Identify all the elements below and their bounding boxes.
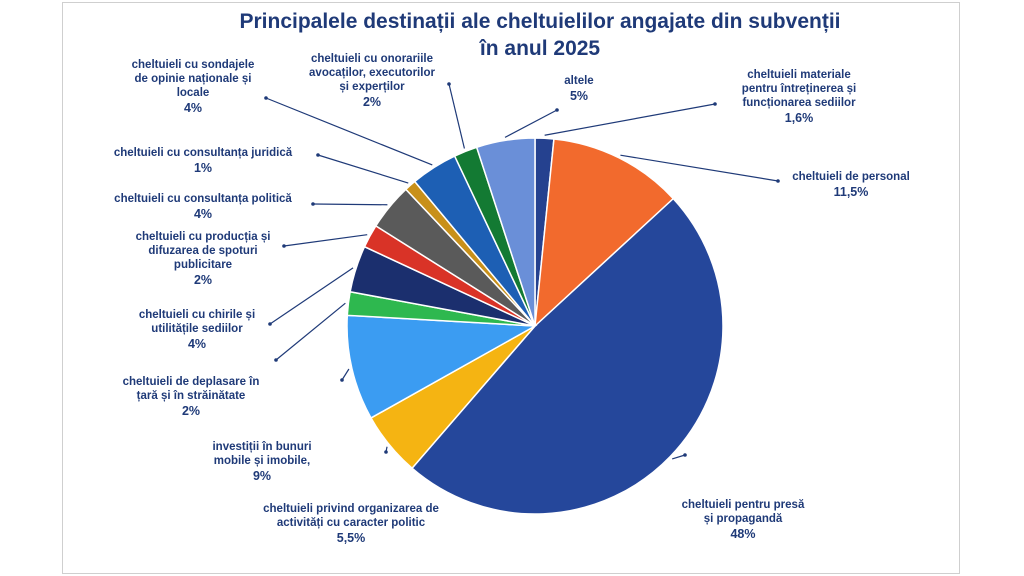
leader-dot <box>264 96 268 100</box>
leader-dot <box>555 108 559 112</box>
slice-label-value: 48% <box>730 527 755 541</box>
leader-dot <box>447 82 451 86</box>
leader-line <box>504 109 558 138</box>
slice-label-name: cheltuieli pentru presă <box>682 499 805 511</box>
pie-slice <box>534 138 675 328</box>
pie-slice <box>410 197 724 515</box>
chart-title-line-1: Principalele destinații ale cheltuielilo… <box>239 10 841 33</box>
leader-dot <box>282 244 286 248</box>
slice-label-name: cheltuieli cu chirile și <box>139 309 255 321</box>
leader-dot <box>340 378 344 382</box>
slice-label-name: avocaților, executorilor <box>309 67 435 79</box>
slice-label-value: 1% <box>194 161 212 175</box>
leader-dot <box>274 358 278 362</box>
leader-line <box>544 103 716 136</box>
slice-label: cheltuieli de deplasare în țară și în str… <box>123 376 260 418</box>
slice-labels: cheltuieli materiale pentru întreținerea … <box>114 53 910 545</box>
leader-line <box>317 154 409 184</box>
slice-label-name: cheltuieli cu onorariile <box>311 53 433 65</box>
slice-label: cheltuieli cu chirile și utilitățile sedi… <box>139 309 255 351</box>
slice-label-value: 5,5% <box>337 531 366 545</box>
leader-line <box>265 97 433 166</box>
leader-line <box>620 154 779 182</box>
slice-label-value: 4% <box>188 337 206 351</box>
slice-label: altele 5% <box>564 75 593 103</box>
leader-dot <box>268 322 272 326</box>
slice-label-value: 5% <box>570 89 588 103</box>
slice-label-name: funcționarea sediilor <box>742 97 856 109</box>
slice-label-name: investiții în bunuri <box>212 441 311 453</box>
slice-label-name: pentru întreținerea și <box>742 83 856 95</box>
slice-label-value: 2% <box>363 95 381 109</box>
slice-label-name: utilitățile sediilor <box>151 323 243 335</box>
slice-label-name: și propagandă <box>704 513 783 525</box>
slice-label: cheltuieli cu consultanța juridică 1% <box>114 147 293 175</box>
slice-label-value: 9% <box>253 469 271 483</box>
slice-label-name: altele <box>564 75 593 87</box>
slice-label-value: 4% <box>194 207 212 221</box>
slice-label: cheltuieli privind organizarea de activit… <box>263 503 439 545</box>
slice-label: cheltuieli cu producția și difuzarea de s… <box>136 231 271 287</box>
slice-label-name: mobile și imobile, <box>214 455 311 467</box>
slice-label-value: 11,5% <box>834 185 869 199</box>
leader-line <box>312 203 388 206</box>
slice-label-name: cheltuieli cu producția și <box>136 231 271 243</box>
leader-line <box>341 368 350 381</box>
slice-label: cheltuieli cu sondajele de opinie naționa… <box>132 59 255 115</box>
leader-dot <box>384 450 388 454</box>
leader-line <box>671 454 686 460</box>
slice-label: cheltuieli cu consultanța politică 4% <box>114 193 292 221</box>
slice-label-value: 2% <box>194 273 212 287</box>
slice-label: investiții în bunuri mobile și imobile, 9% <box>212 441 311 483</box>
slice-label-name: cheltuieli de deplasare în <box>123 376 260 388</box>
slice-label-name: cheltuieli cu consultanța juridică <box>114 147 293 159</box>
slice-label-name: și experților <box>339 81 405 93</box>
slice-label: cheltuieli pentru presă și propagandă 48% <box>682 499 805 541</box>
slice-label: cheltuieli cu onorariile avocaților, exec… <box>309 53 435 109</box>
slice-label: cheltuieli de personal 11,5% <box>792 171 910 199</box>
slice-label-name: cheltuieli privind organizarea de <box>263 503 439 515</box>
slice-label-name: locale <box>177 87 210 99</box>
pie-slice <box>346 314 538 419</box>
leader-line <box>275 302 346 361</box>
leader-line <box>269 267 354 325</box>
slice-label-name: de opinie naționale și <box>135 73 252 85</box>
slice-label-name: activități cu caracter politic <box>277 517 426 529</box>
slice-label: cheltuieli materiale pentru întreținerea … <box>742 69 856 125</box>
slice-label-name: cheltuieli cu sondajele <box>132 59 255 71</box>
slice-label-name: cheltuieli materiale <box>747 69 851 81</box>
pie-slice <box>475 137 536 327</box>
leader-dot <box>316 153 320 157</box>
chart-title-line-2: în anul 2025 <box>479 37 601 60</box>
leader-dot <box>311 202 315 206</box>
leader-dot <box>776 179 780 183</box>
leader-line <box>448 83 466 149</box>
slice-label-name: publicitare <box>174 259 232 271</box>
slice-label-value: 1,6% <box>785 111 814 125</box>
leader-lines <box>264 82 780 460</box>
slice-label-value: 4% <box>184 101 202 115</box>
slice-label-name: țară și în străinătate <box>137 390 246 402</box>
slice-label-name: cheltuieli cu consultanța politică <box>114 193 292 205</box>
leader-line <box>283 234 368 247</box>
slice-label-name: difuzarea de spoturi <box>148 245 257 257</box>
leader-dot <box>713 102 717 106</box>
leader-dot <box>683 453 687 457</box>
slice-label-value: 2% <box>182 404 200 418</box>
slice-label-name: cheltuieli de personal <box>792 171 910 183</box>
chart-title: Principalele destinații ale cheltuielilo… <box>200 8 880 62</box>
pie-slices <box>346 137 724 515</box>
